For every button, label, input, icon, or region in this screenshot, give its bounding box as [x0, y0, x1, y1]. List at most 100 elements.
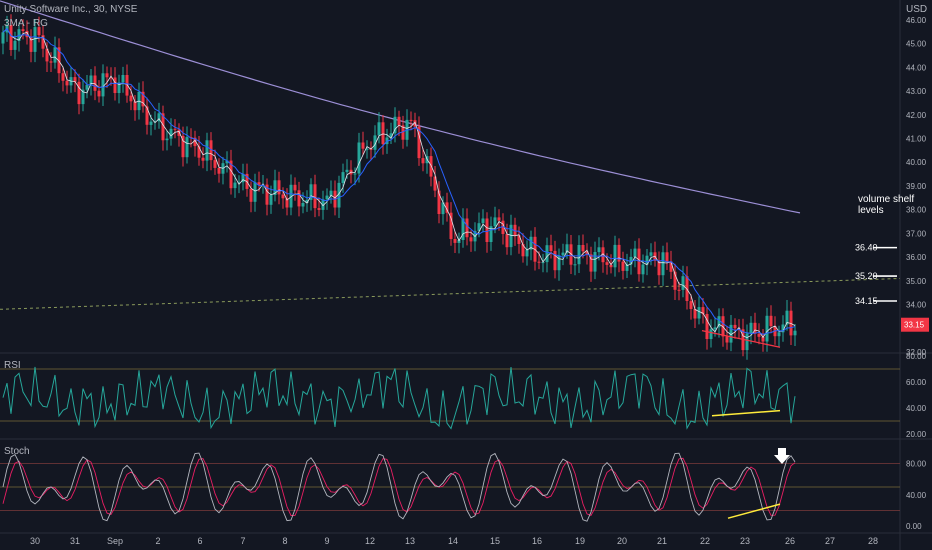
candle-body — [141, 91, 145, 107]
last-price-label: 33.15 — [904, 321, 925, 330]
candle-body — [397, 116, 401, 126]
candle-body — [517, 235, 521, 244]
candle-body — [609, 264, 613, 268]
time-axis-label: 19 — [575, 536, 585, 546]
candle-body — [357, 142, 361, 174]
candle-body — [605, 262, 609, 265]
candle-body — [181, 135, 185, 158]
rsi-line — [2, 366, 796, 430]
time-axis-label: 7 — [240, 536, 245, 546]
candle-body — [285, 198, 289, 208]
candle-body — [465, 218, 469, 238]
price-tick-label: 42.00 — [906, 111, 927, 120]
candle-body — [265, 184, 269, 205]
rsi-tick-label: 60.00 — [906, 378, 927, 387]
candle-body — [117, 82, 121, 93]
candle-body — [125, 75, 129, 96]
candle-body — [317, 208, 321, 210]
candle-body — [277, 180, 281, 195]
candle-body — [677, 289, 681, 291]
candle-body — [697, 307, 701, 319]
candle-body — [625, 264, 629, 271]
candle-body — [377, 122, 381, 136]
candle-body — [453, 239, 457, 243]
candle-body — [657, 260, 661, 276]
candle-body — [401, 125, 405, 140]
candle-body — [161, 113, 165, 141]
candle-body — [101, 73, 105, 97]
candle-body — [105, 73, 109, 78]
candle-body — [745, 333, 749, 351]
candle-body — [545, 245, 549, 263]
rsi-tick-label: 20.00 — [906, 430, 927, 439]
candle-body — [93, 75, 97, 91]
candle-body — [717, 316, 721, 328]
candle-body — [281, 194, 285, 199]
candle-body — [341, 172, 345, 183]
candle-body — [777, 332, 781, 337]
candle-body — [309, 184, 313, 200]
dashed-trend-line — [0, 277, 901, 310]
candle-body — [89, 75, 93, 85]
candle-body — [793, 330, 797, 336]
candle-body — [21, 29, 25, 31]
candle-body — [249, 189, 253, 202]
candle-body — [353, 173, 357, 175]
time-axis-label: 20 — [617, 536, 627, 546]
candle-body — [41, 35, 45, 49]
candle-body — [449, 212, 453, 239]
price-tick-label: 36.00 — [906, 253, 927, 262]
price-tick-label: 35.00 — [906, 277, 927, 286]
candle-body — [673, 271, 677, 290]
candle-body — [1, 32, 5, 44]
candle-body — [481, 218, 485, 224]
candle-body — [305, 199, 309, 203]
time-axis-label: 2 — [155, 536, 160, 546]
time-axis-label: 6 — [197, 536, 202, 546]
candle-body — [689, 301, 693, 309]
candle-body — [157, 113, 161, 122]
candle-body — [409, 119, 413, 121]
time-axis-label: 12 — [365, 536, 375, 546]
candle-body — [645, 255, 649, 265]
price-tick-label: 32.00 — [906, 348, 927, 357]
candle-body — [593, 252, 597, 272]
time-axis-label: 31 — [70, 536, 80, 546]
candle-body — [493, 217, 497, 227]
rsi-tick-label: 80.00 — [906, 352, 927, 361]
candle-body — [445, 202, 449, 213]
price-tick-label: 34.00 — [906, 301, 927, 310]
candle-body — [325, 195, 329, 200]
candle-body — [521, 244, 525, 257]
candle-body — [293, 184, 297, 191]
candle-body — [373, 135, 377, 150]
candle-body — [205, 140, 209, 161]
stoch-tick-label: 40.00 — [906, 491, 927, 500]
candle-body — [705, 314, 709, 339]
candle-body — [77, 81, 81, 105]
candle-body — [269, 195, 273, 205]
volume-level-label: 36.40 — [855, 243, 878, 253]
candle-body — [29, 37, 33, 52]
candle-body — [213, 160, 217, 168]
candle-body — [393, 116, 397, 134]
price-tick-label: 45.00 — [906, 40, 927, 49]
candle-body — [345, 169, 349, 173]
candle-body — [553, 250, 557, 271]
candle-body — [165, 138, 169, 141]
candle-body — [497, 217, 501, 221]
stoch-label: Stoch — [4, 446, 30, 457]
candle-body — [549, 245, 553, 251]
candle-body — [109, 77, 113, 79]
rsi-divergence-line — [711, 409, 781, 417]
candle-body — [737, 328, 741, 330]
volume-level-label: 35.20 — [855, 271, 878, 281]
candle-body — [321, 199, 325, 210]
candle-body — [37, 27, 41, 36]
candle-body — [45, 48, 49, 62]
rsi-tick-label: 40.00 — [906, 404, 927, 413]
candle-body — [781, 324, 785, 333]
candle-body — [185, 137, 189, 158]
